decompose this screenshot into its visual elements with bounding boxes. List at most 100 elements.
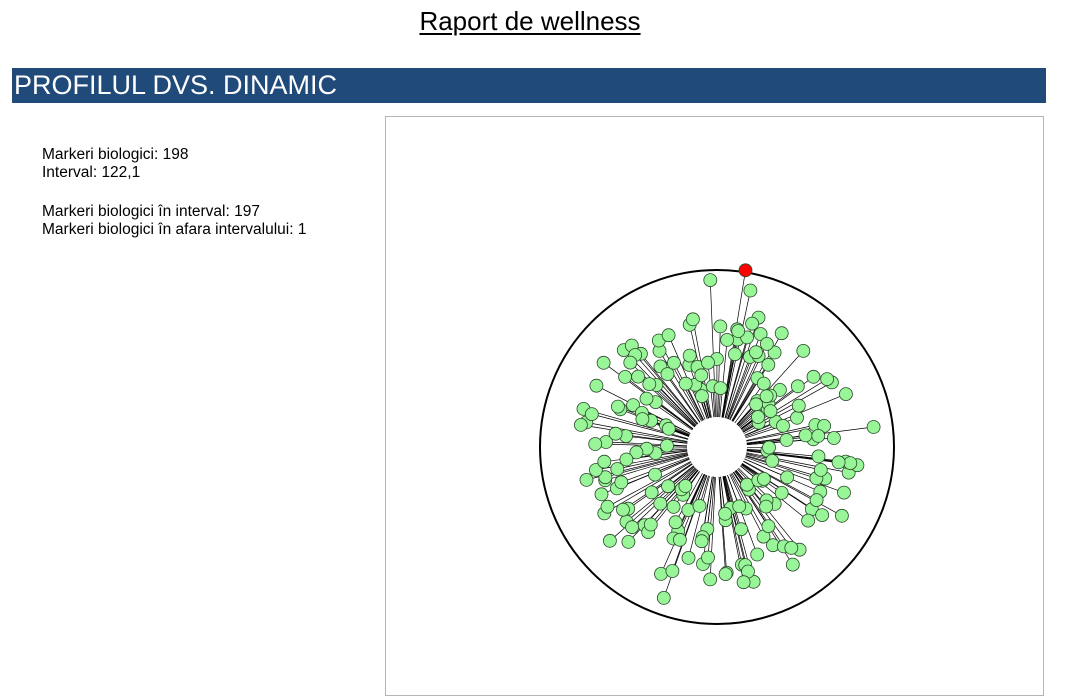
in-range-marker-dot <box>786 558 799 571</box>
in-range-marker-dot <box>832 456 845 469</box>
in-range-marker-dot <box>733 500 746 513</box>
in-range-marker-dot <box>609 427 622 440</box>
in-range-marker-dot <box>760 390 773 403</box>
in-range-marker-dot <box>654 497 667 510</box>
in-range-marker-dot <box>666 565 679 578</box>
in-range-marker-dot <box>682 551 695 564</box>
in-range-marker-dot <box>760 337 773 350</box>
in-range-marker-dot <box>816 509 829 522</box>
in-range-marker-dot <box>673 533 686 546</box>
radial-chart-svg <box>386 117 1045 697</box>
in-range-marker-dot <box>721 333 734 346</box>
in-range-marker-dot <box>714 382 727 395</box>
section-title: PROFILUL DVS. DINAMIC <box>14 70 337 100</box>
in-range-marker-dot <box>662 480 675 493</box>
in-range-marker-dot <box>696 390 709 403</box>
in-range-marker-dot <box>810 494 823 507</box>
in-range-marker-dot <box>702 551 715 564</box>
in-range-marker-dot <box>619 370 632 383</box>
in-range-marker-dot <box>585 408 598 421</box>
in-range-marker-dot <box>751 548 764 561</box>
in-range-marker-dot <box>839 388 852 401</box>
in-range-marker-dot <box>695 369 708 382</box>
in-range-marker-dot <box>714 320 727 333</box>
in-range-marker-dot <box>766 454 779 467</box>
in-range-marker-dot <box>589 438 602 451</box>
biomarkers-count: Markeri biologici: 198 <box>42 146 306 164</box>
in-range-marker-dot <box>615 476 628 489</box>
in-range-marker-dot <box>760 500 773 513</box>
in-range-marker-dot <box>667 500 680 513</box>
in-range-marker-dot <box>802 514 815 527</box>
in-range-marker-dot <box>704 573 717 586</box>
in-range-marker-dot <box>799 429 812 442</box>
in-range-marker-dot <box>785 541 798 554</box>
in-range-marker-dot <box>750 398 763 411</box>
in-range-marker-dot <box>835 509 848 522</box>
report-title: Raport de wellness <box>0 6 1060 37</box>
in-range-marker-dot <box>624 356 637 369</box>
in-range-marker-dot <box>867 421 880 434</box>
in-range-marker-dot <box>595 488 608 501</box>
out-of-range-marker-dot <box>739 264 752 277</box>
in-range-marker-dot <box>812 450 825 463</box>
in-range-marker-dot <box>737 576 750 589</box>
in-range-marker-dot <box>662 329 675 342</box>
in-range-marker-dot <box>704 274 717 287</box>
in-range-marker-dot <box>622 535 635 548</box>
in-range-marker-dot <box>807 370 820 383</box>
in-range-marker-dot <box>719 507 732 520</box>
section-banner: PROFILUL DVS. DINAMIC <box>12 68 1046 103</box>
interval-value: Interval: 122,1 <box>42 164 306 182</box>
in-range-marker-dot <box>679 377 692 390</box>
in-range-marker-dot <box>775 486 788 499</box>
in-range-marker-dot <box>797 344 810 357</box>
in-range-marker-dot <box>719 568 732 581</box>
in-range-marker-dot <box>644 518 657 531</box>
in-range-marker-dot <box>636 413 649 426</box>
in-range-marker-dot <box>667 356 680 369</box>
in-range-marker-dot <box>695 535 708 548</box>
out-of-range-count: Markeri biologici în afara intervalului:… <box>42 221 306 239</box>
in-range-marker-dot <box>632 370 645 383</box>
in-range-marker-dot <box>611 463 624 476</box>
in-range-marker-dot <box>838 486 851 499</box>
in-range-marker-dot <box>728 348 741 361</box>
in-range-marker-dot <box>812 429 825 442</box>
in-range-marker-dot <box>746 317 759 330</box>
in-range-marker-dot <box>844 457 857 470</box>
in-range-marker-dot <box>655 567 668 580</box>
in-range-marker-dot <box>693 499 706 512</box>
in-range-marker-dot <box>762 358 775 371</box>
in-range-marker-dot <box>611 400 624 413</box>
in-range-marker-dot <box>580 473 593 486</box>
in-range-marker-dot <box>821 373 834 386</box>
in-range-marker-dot <box>792 399 805 412</box>
in-range-marker-dot <box>686 313 699 326</box>
in-range-marker-dot <box>762 520 775 533</box>
in-range-count: Markeri biologici în interval: 197 <box>42 203 306 221</box>
marker-line <box>710 280 716 417</box>
in-range-marker-dot <box>598 455 611 468</box>
in-range-marker-dot <box>702 356 715 369</box>
in-range-marker-dot <box>814 463 827 476</box>
in-range-marker-dot <box>750 346 763 359</box>
in-range-marker-dot <box>669 516 682 529</box>
in-range-marker-dot <box>764 405 777 418</box>
in-range-marker-dot <box>775 327 788 340</box>
in-range-marker-dot <box>662 422 675 435</box>
in-range-marker-dot <box>590 379 603 392</box>
in-range-marker-dot <box>683 349 696 362</box>
in-range-marker-dot <box>777 419 790 432</box>
in-range-marker-dot <box>640 392 653 405</box>
in-range-marker-dot <box>781 471 794 484</box>
in-range-marker-dot <box>757 472 770 485</box>
in-range-marker-dot <box>763 441 776 454</box>
in-range-marker-dot <box>735 523 748 536</box>
in-range-marker-dot <box>791 380 804 393</box>
dynamic-profile-chart <box>385 116 1044 696</box>
in-range-marker-dot <box>732 325 745 338</box>
in-range-marker-dot <box>780 434 793 447</box>
in-range-marker-dot <box>574 418 587 431</box>
in-range-marker-dot <box>626 521 639 534</box>
